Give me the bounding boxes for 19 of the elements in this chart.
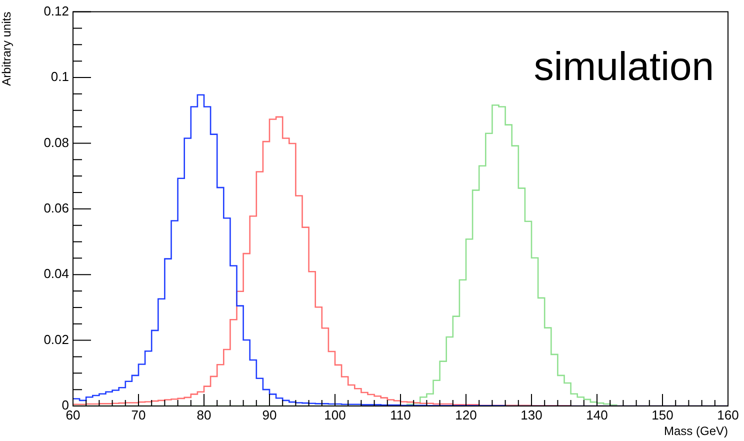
x-tick-label: 150 [652, 407, 674, 422]
annotation: simulation [534, 44, 714, 89]
y-tick-label: 0.04 [44, 266, 69, 282]
x-axis-title: Mass (GeV) [664, 424, 728, 438]
x-tick-label: 110 [390, 407, 411, 422]
x-tick-label: 120 [455, 407, 477, 422]
x-tick-label: 130 [520, 407, 542, 422]
x-tick-label: 100 [324, 407, 346, 422]
y-tick-label: 0.02 [44, 332, 69, 347]
x-tick-label: 80 [196, 407, 212, 422]
y-tick-label: 0.12 [44, 3, 69, 18]
x-tick-label: 160 [717, 407, 739, 422]
x-tick-label: 70 [131, 407, 146, 422]
y-tick-label: 0.1 [50, 69, 69, 84]
x-tick-label: 140 [586, 407, 608, 422]
x-tick-label: 90 [262, 407, 277, 422]
y-axis-title: Arbitrary units [0, 12, 14, 86]
y-tick-label: 0.08 [44, 134, 69, 150]
y-tick-label: 0.06 [44, 200, 69, 216]
